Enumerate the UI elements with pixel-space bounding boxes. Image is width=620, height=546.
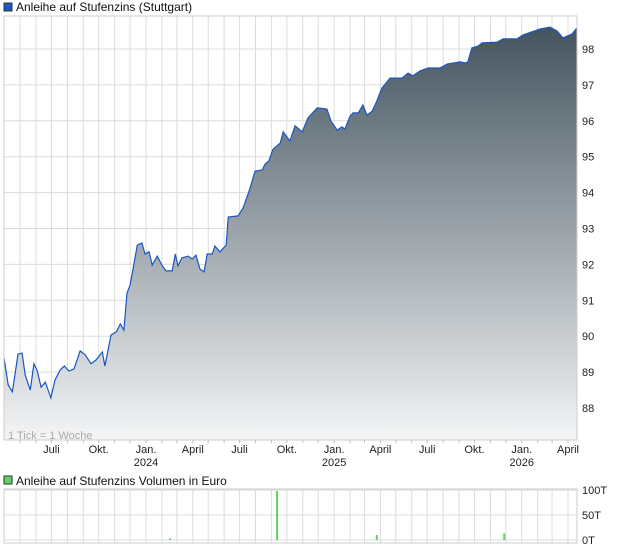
- x-tick-label: Jan.: [136, 444, 157, 456]
- volume-bars: [169, 491, 506, 540]
- x-tick-year: 2026: [509, 457, 533, 469]
- volume-chart-title: Anleihe auf Stufenzins Volumen in Euro: [16, 474, 227, 488]
- volume-bar: [503, 533, 506, 540]
- y-tick-label: 96: [582, 116, 594, 128]
- x-tick-label: Okt.: [464, 444, 484, 456]
- volume-tick-label: 50T: [582, 510, 601, 522]
- x-tick-label: Juli: [419, 444, 436, 456]
- x-tick-label: Juli: [43, 444, 60, 456]
- x-tick-year: 2025: [322, 457, 346, 469]
- x-tick-label: April: [557, 444, 579, 456]
- y-tick-label: 89: [582, 367, 594, 379]
- price-line: [3, 26, 578, 401]
- volume-bar: [276, 491, 279, 540]
- y-tick-label: 94: [582, 188, 594, 200]
- volume-y-axis: 0T 50T 100T: [582, 485, 607, 546]
- price-area: [4, 27, 577, 440]
- volume-legend-swatch: [3, 475, 13, 485]
- x-tick-year: 2024: [134, 457, 158, 469]
- price-legend-swatch: [3, 2, 13, 12]
- x-tick-label: April: [182, 444, 204, 456]
- x-tick-label: Okt.: [89, 444, 109, 456]
- volume-tick-label: 100T: [582, 485, 607, 497]
- y-tick-label: 88: [582, 403, 594, 415]
- y-tick-label: 97: [582, 80, 594, 92]
- volume-grid: [3, 488, 578, 544]
- volume-plot-frame: [3, 488, 578, 544]
- x-tick-label: Jan.: [511, 444, 532, 456]
- x-tick-label: April: [369, 444, 391, 456]
- y-tick-label: 98: [582, 44, 594, 56]
- y-tick-label: 93: [582, 224, 594, 236]
- volume-tick-label: 0T: [582, 535, 595, 546]
- y-tick-label: 91: [582, 295, 594, 307]
- y-tick-label: 90: [582, 331, 594, 343]
- volume-bar: [169, 538, 172, 540]
- x-tick-label: Jan.: [324, 444, 345, 456]
- x-tick-label: Juli: [231, 444, 248, 456]
- x-tick-label: Okt.: [277, 444, 297, 456]
- price-chart-title: Anleihe auf Stufenzins (Stuttgart): [16, 0, 192, 14]
- volume-bar: [375, 535, 378, 540]
- tick-note: 1 Tick = 1 Woche: [8, 430, 92, 442]
- price-plot-frame: [3, 15, 578, 441]
- price-y-axis: 88 89 90 91 92 93 94 95 96 97 98: [582, 44, 594, 415]
- y-tick-label: 92: [582, 259, 594, 271]
- y-tick-label: 95: [582, 152, 594, 164]
